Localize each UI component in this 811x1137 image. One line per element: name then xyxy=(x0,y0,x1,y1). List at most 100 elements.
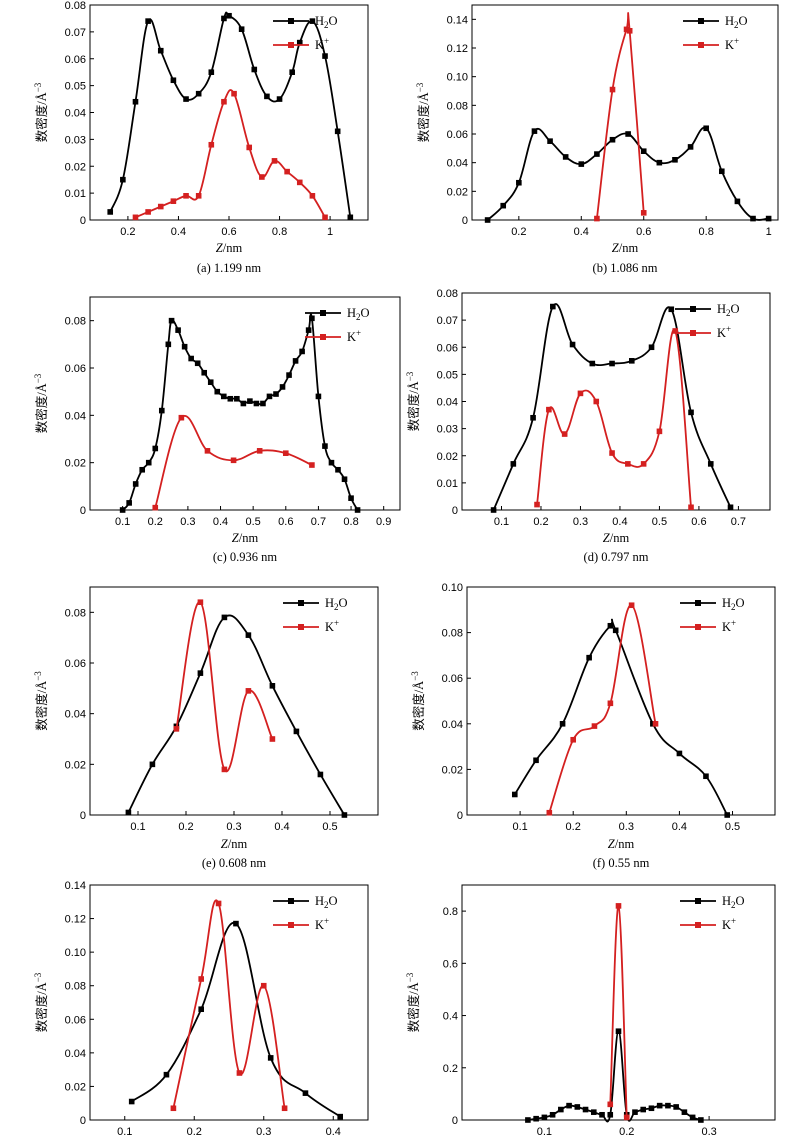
data-point-h2o xyxy=(322,443,328,449)
data-point-h2o xyxy=(279,384,286,390)
data-point-h2o xyxy=(550,303,556,310)
data-point-k xyxy=(296,179,303,186)
x-tick-label: 0.5 xyxy=(725,821,740,833)
data-point-h2o xyxy=(547,138,553,144)
data-point-k xyxy=(215,900,222,907)
y-tick-label: 0 xyxy=(80,810,86,822)
data-point-k xyxy=(132,214,139,221)
data-point-k xyxy=(672,328,679,334)
x-tick-label: 0.6 xyxy=(691,516,706,528)
x-tick-label: 0.4 xyxy=(171,226,186,238)
data-point-h2o xyxy=(299,348,305,355)
data-point-h2o xyxy=(681,1109,688,1115)
data-point-h2o xyxy=(689,1114,696,1121)
x-tick-label: 0.4 xyxy=(326,1126,341,1137)
data-point-h2o xyxy=(668,306,675,313)
h2o-legend-label: H2O xyxy=(315,14,338,30)
data-point-k xyxy=(173,726,180,732)
y-tick-label: 0.04 xyxy=(442,719,463,731)
x-axis-label: Z/nm xyxy=(216,241,243,255)
y-tick-label: 0 xyxy=(80,505,86,517)
data-point-h2o xyxy=(590,1109,597,1115)
x-tick-label: 0.2 xyxy=(178,821,193,833)
data-point-h2o xyxy=(214,388,221,395)
data-point-h2o xyxy=(221,15,227,22)
y-tick-label: 0.02 xyxy=(437,451,458,463)
chart-panel-b: 0 0.02 0.04 0.06 0.08 0.10 0.12 0.14 0.2 0.4 0.6 0.… xyxy=(415,4,779,275)
series-line-h2o xyxy=(527,1030,702,1123)
data-point-k xyxy=(236,1070,243,1076)
data-point-k xyxy=(281,1105,288,1112)
data-point-h2o xyxy=(183,96,189,102)
data-point-k xyxy=(208,141,215,148)
data-point-h2o xyxy=(245,632,252,638)
h2o-legend-label: H2O xyxy=(325,596,348,612)
data-point-h2o xyxy=(703,125,709,132)
x-tick-label: 0.2 xyxy=(187,1126,202,1137)
data-point-h2o xyxy=(707,461,714,467)
data-point-h2o xyxy=(341,812,348,818)
series-line-k xyxy=(135,89,326,219)
data-point-k xyxy=(145,209,151,215)
data-point-k xyxy=(170,1105,177,1112)
series-line-k xyxy=(536,328,692,508)
data-point-k xyxy=(570,736,577,743)
h2o-legend-label: H2O xyxy=(717,302,740,318)
data-point-h2o xyxy=(198,1006,204,1013)
y-tick-label: 0.02 xyxy=(65,458,86,470)
data-point-k xyxy=(591,723,598,729)
plot-frame xyxy=(466,586,776,816)
data-point-k xyxy=(656,428,663,435)
x-tick-label: 0.6 xyxy=(278,516,293,528)
data-point-h2o xyxy=(750,215,756,222)
data-point-k xyxy=(577,390,584,397)
chart-panel-g: 0 0.02 0.04 0.06 0.08 0.10 0.12 0.14 0.1 0.2 0.3 0.… xyxy=(33,880,369,1137)
data-point-k xyxy=(623,1114,630,1121)
y-axis-label: 数密度/Å−3 xyxy=(33,671,49,731)
data-point-h2o xyxy=(648,1105,655,1112)
y-tick-label: 0.14 xyxy=(65,880,86,892)
y-tick-label: 0.04 xyxy=(65,108,86,120)
data-point-h2o xyxy=(703,773,709,780)
data-point-k xyxy=(256,448,263,454)
data-point-h2o xyxy=(727,504,734,511)
y-tick-label: 0 xyxy=(452,505,458,517)
x-tick-label: 0.1 xyxy=(512,821,527,833)
h2o-legend-label: H2O xyxy=(315,894,338,910)
data-point-k xyxy=(197,599,204,605)
data-point-h2o xyxy=(168,317,175,324)
data-point-h2o xyxy=(656,159,663,166)
data-point-h2o xyxy=(558,1106,564,1113)
y-tick-label: 0.08 xyxy=(442,628,463,640)
y-tick-label: 0 xyxy=(80,1115,86,1127)
data-point-h2o xyxy=(126,500,132,506)
data-point-h2o xyxy=(195,90,202,97)
data-point-h2o xyxy=(267,1055,274,1061)
chart-panel-a: 0 0.01 0.02 0.03 0.04 0.05 0.06 0.07 0.08 0.2 0.4 0… xyxy=(33,0,369,275)
data-point-h2o xyxy=(594,151,600,157)
data-point-k xyxy=(221,766,228,773)
data-point-h2o xyxy=(533,757,539,764)
data-point-h2o xyxy=(348,495,354,501)
h2o-legend-label: H2O xyxy=(722,894,745,910)
series-line-h2o xyxy=(487,126,769,221)
k-legend-label: K+ xyxy=(725,36,739,52)
k-legend-label: K+ xyxy=(722,916,736,932)
k-legend-label: K+ xyxy=(325,618,339,634)
data-point-h2o xyxy=(181,343,188,350)
data-point-h2o xyxy=(317,771,324,778)
x-axis-label: Z/nm xyxy=(612,241,639,255)
data-point-h2o xyxy=(625,131,631,137)
data-point-h2o xyxy=(341,476,348,483)
data-point-h2o xyxy=(676,750,683,757)
data-point-k xyxy=(640,210,647,216)
data-point-h2o xyxy=(120,176,126,183)
data-point-h2o xyxy=(260,400,266,407)
series-line-k xyxy=(172,899,286,1109)
data-point-h2o xyxy=(516,179,522,186)
data-point-h2o xyxy=(612,627,619,634)
data-point-h2o xyxy=(510,461,517,467)
y-tick-label: 0.03 xyxy=(65,134,86,146)
data-point-h2o xyxy=(687,144,694,150)
data-point-k xyxy=(230,457,237,464)
